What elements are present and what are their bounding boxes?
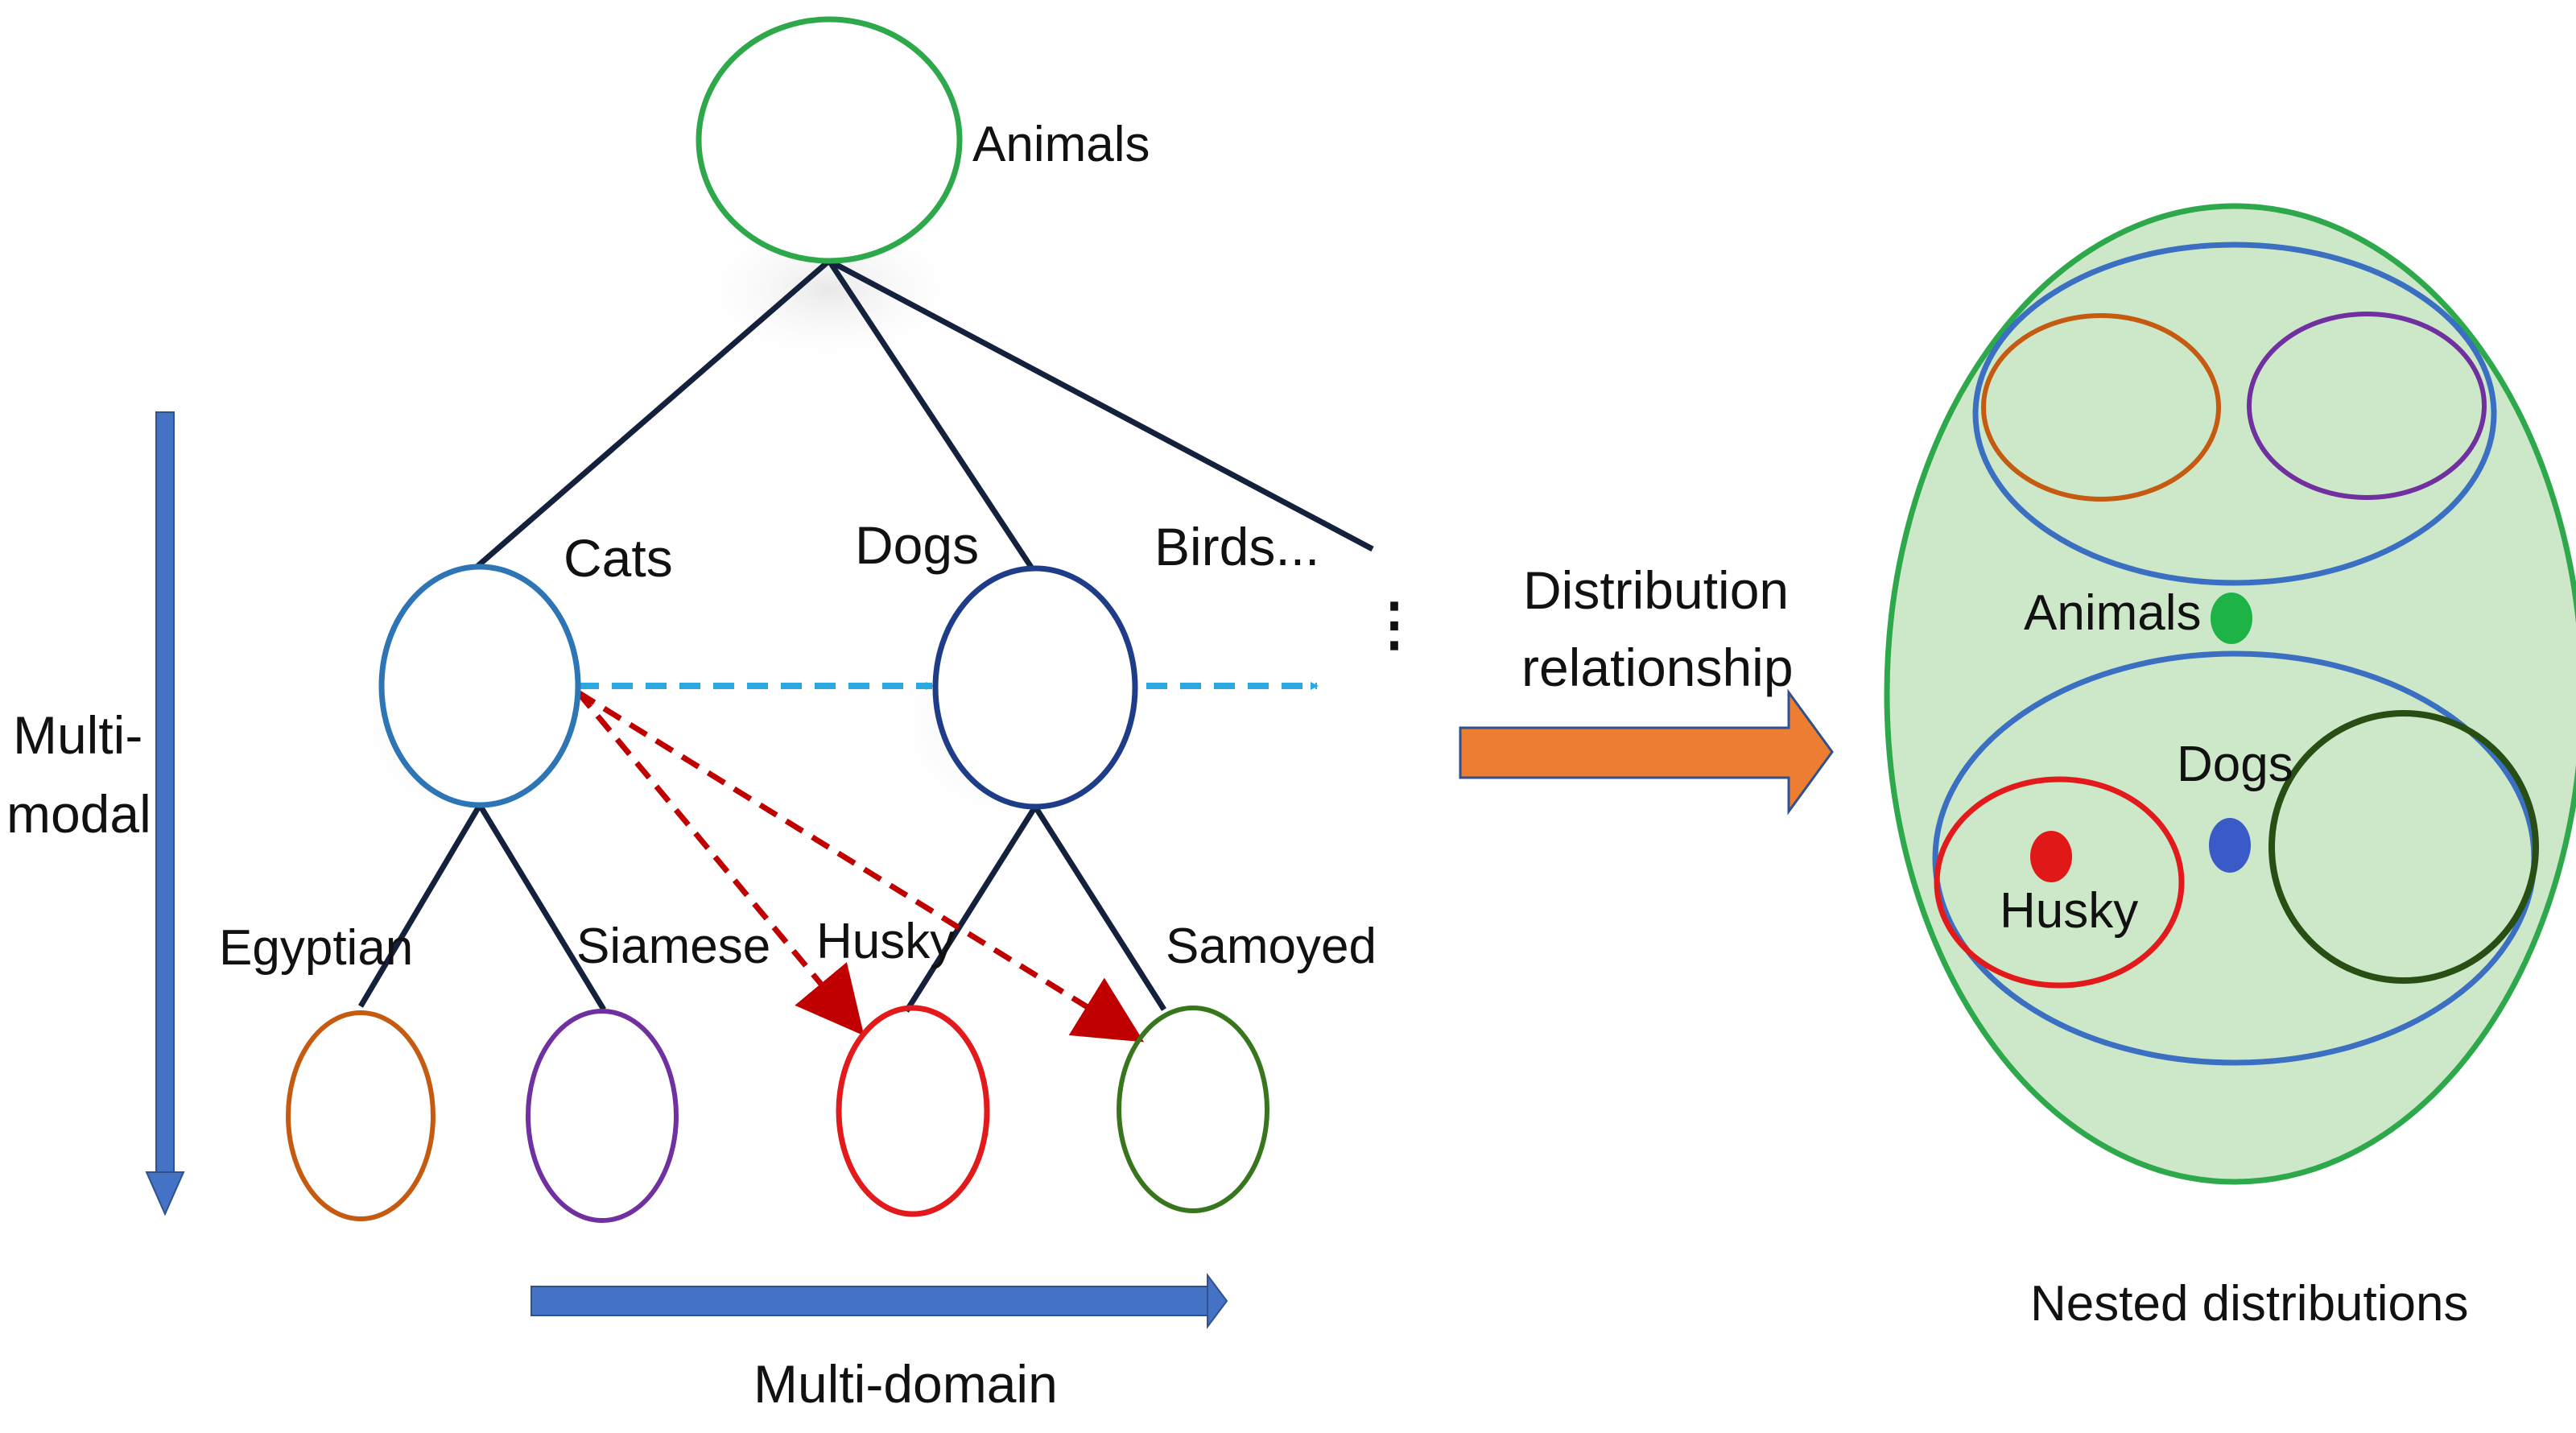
husky-mean-dot: [2030, 831, 2072, 882]
egyptian-cat-photo: [288, 1029, 433, 1203]
transition-label-line1: Distribution: [1523, 560, 1789, 620]
edge-dogs-samoyed: [1033, 805, 1166, 1011]
birds-label: Birds...: [1154, 517, 1319, 576]
edge-root-dogs: [827, 259, 1034, 570]
dogs-node: [932, 565, 1138, 810]
nested-dogs-label: Dogs: [2177, 737, 2293, 792]
tree-edges: [357, 258, 1374, 1013]
cats-label: Cats: [564, 528, 673, 588]
multi-domain-axis-arrow: [530, 1273, 1228, 1329]
leaf-egyptian-border: [286, 1010, 436, 1221]
nested-distributions: [1884, 203, 2576, 1185]
edge-root-cats: [473, 258, 832, 571]
siamese-distribution: [2247, 312, 2487, 500]
animals-distribution-outer: [1884, 203, 2576, 1185]
transition-label-line2: relationship: [1521, 638, 1794, 697]
leaf-siamese: [526, 1009, 679, 1223]
root-node-border: [696, 16, 963, 264]
samoyed-distribution: [2268, 710, 2539, 984]
nested-husky-label: Husky: [2000, 883, 2138, 939]
egyptian-distribution: [1981, 313, 2221, 502]
distribution-relationship-arrow: [1459, 688, 1834, 816]
root-node: [696, 16, 963, 264]
leaf-samoyed: [1117, 1006, 1269, 1213]
samoyed-dog-photo: [1119, 1021, 1267, 1201]
upper-group-distribution: [1972, 242, 2497, 586]
multi-modal-arrow-shaft: [155, 411, 175, 1173]
edge-cats-siamese: [477, 803, 606, 1011]
multi-modal-label-line1: Multi-: [13, 705, 142, 765]
leaf-label-egyptian: Egyptian: [219, 920, 413, 976]
multi-modal-axis-arrow: [145, 411, 185, 1216]
multi-modal-arrow-head: [145, 1171, 185, 1216]
animals-mean-dot: [2211, 593, 2252, 644]
cats-node-border: [378, 564, 581, 808]
cross-modal-arrow-cats-samoyed: [576, 690, 1145, 1043]
edge-dogs-husky: [904, 805, 1038, 1013]
multi-domain-arrow-head: [1207, 1273, 1228, 1329]
nested-caption: Nested distributions: [2030, 1276, 2469, 1332]
edge-root-birds: [828, 258, 1374, 552]
multi-domain-arrow-shaft: [530, 1286, 1208, 1316]
dogs-node-border: [932, 565, 1138, 810]
multi-domain-label: Multi-domain: [753, 1354, 1058, 1414]
cats-node: [378, 564, 581, 808]
multi-modal-label-line2: modal: [6, 784, 151, 844]
leaf-label-samoyed: Samoyed: [1166, 919, 1377, 974]
leaf-samoyed-border: [1117, 1006, 1269, 1213]
husky-dog-photo: [839, 1022, 987, 1200]
cross-modal-arrow-cats-husky: [576, 690, 865, 1036]
leaf-husky-border: [836, 1005, 990, 1217]
root-label: Animals: [972, 117, 1150, 172]
root-halo: [684, 209, 974, 370]
dogs-label: Dogs: [855, 515, 979, 575]
edge-cats-egyptian: [357, 803, 483, 1008]
dogs-mean-dot: [2209, 818, 2251, 873]
husky-distribution: [1934, 776, 2185, 989]
leaf-label-siamese: Siamese: [576, 919, 770, 974]
siamese-cat-photo: [528, 1026, 676, 1206]
nested-animals-label: Animals: [2024, 585, 2202, 641]
leaf-siamese-border: [526, 1009, 679, 1223]
leaf-husky: [836, 1005, 990, 1217]
leaf-label-husky: Husky: [816, 914, 955, 969]
leaf-egyptian: [286, 1010, 436, 1221]
more-categories-ellipsis: ⋮: [1365, 593, 1423, 657]
